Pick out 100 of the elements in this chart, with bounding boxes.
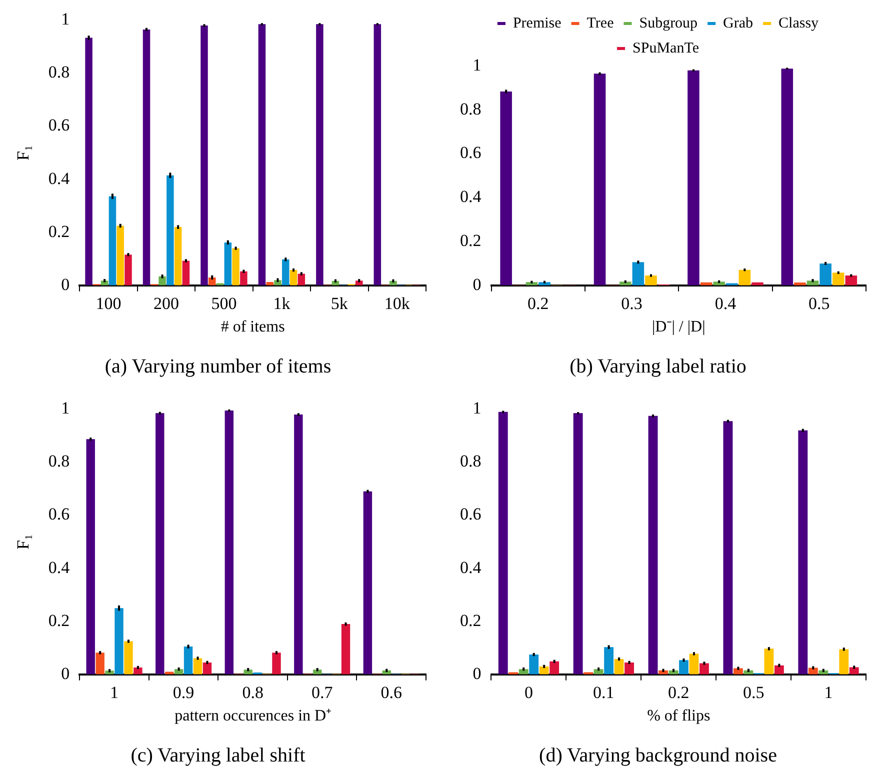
bar [688, 70, 700, 286]
x-tick-label: 0.2 [527, 294, 549, 314]
bar [700, 663, 709, 674]
y-tick-label: 0.6 [460, 504, 482, 524]
bar [290, 270, 298, 286]
y-axis-title: F₁ [14, 145, 33, 160]
bar [594, 74, 606, 286]
bar [689, 654, 699, 674]
legend-label: Classy [778, 15, 820, 32]
bar [96, 652, 104, 674]
bar [174, 227, 182, 286]
y-tick-label: 0.4 [460, 187, 482, 206]
bar [232, 248, 240, 286]
bar [648, 416, 658, 674]
bar [679, 660, 688, 674]
bar [363, 491, 372, 674]
y-tick-label: 0.8 [460, 452, 482, 471]
text: (a) Varying number of items [104, 355, 332, 378]
y-tick-label: 0.2 [460, 230, 482, 250]
bar [539, 666, 549, 674]
bar [116, 226, 124, 286]
bar [200, 26, 208, 286]
bar [645, 276, 657, 286]
bar [158, 276, 166, 286]
y-tick-label: 0.6 [48, 116, 70, 135]
y-tick-label: 0.2 [48, 222, 70, 241]
y-tick-label: 1 [61, 10, 70, 29]
bar [849, 667, 859, 674]
bar [794, 282, 806, 286]
bar [604, 647, 614, 674]
x-tick-label: 0.2 [668, 683, 690, 702]
y-tick-label: 0.8 [48, 62, 70, 82]
y-tick-label: 0.4 [460, 558, 482, 577]
bar [142, 29, 150, 286]
x-tick-label: 100 [96, 294, 122, 314]
x-tick-label: 10k [384, 294, 410, 314]
x-tick-label: 0.8 [242, 683, 264, 702]
x-tick-label: 0.9 [172, 683, 194, 702]
bar [832, 272, 844, 286]
text: (b) Varying label ratio [570, 355, 746, 378]
y-tick-label: 0.6 [460, 143, 482, 162]
y-tick-label: 0.2 [48, 610, 70, 630]
x-tick-label: 1 [824, 683, 833, 702]
bar [294, 414, 303, 674]
bar [498, 412, 508, 674]
bar [86, 439, 95, 674]
bar [839, 649, 849, 674]
bar [184, 646, 193, 674]
bar [114, 608, 124, 674]
x-axis-title: % of flips [647, 708, 710, 725]
bar [738, 270, 751, 286]
bar [341, 624, 350, 674]
bar [182, 260, 190, 286]
y-tick-label: 1 [472, 55, 482, 74]
y-axis-title: F₁ [14, 534, 33, 550]
text: (c) Varying label shift [130, 744, 306, 766]
x-tick-label: 5k [330, 294, 348, 314]
bar [224, 410, 234, 674]
bar [845, 276, 858, 286]
x-tick-label: 0 [524, 683, 533, 702]
x-tick-label: 500 [211, 294, 237, 314]
bar [208, 277, 216, 286]
bar [156, 413, 164, 674]
y-tick-label: 0 [61, 664, 70, 683]
bar [374, 24, 382, 286]
bar [266, 282, 274, 286]
x-tick-label: 0.5 [742, 683, 764, 702]
x-tick-label: 0.4 [714, 294, 737, 314]
y-tick-label: 0.4 [48, 168, 70, 188]
bar [272, 652, 281, 674]
legend-label: Tree [586, 15, 614, 32]
legend-label: SPuManTe [632, 40, 700, 56]
bar [316, 24, 324, 286]
x-axis-title: # of items [220, 318, 285, 336]
bar [500, 91, 512, 286]
bar [108, 196, 116, 286]
legend-label: Grab [723, 15, 754, 32]
y-tick-label: 1 [61, 398, 70, 418]
bar [781, 68, 794, 286]
bar [632, 262, 644, 286]
bar [298, 274, 306, 286]
bar [165, 672, 174, 674]
bar [529, 654, 539, 674]
x-tick-label: 200 [153, 294, 179, 314]
bar [820, 263, 832, 286]
x-tick-label: 0.5 [808, 294, 830, 314]
bar [614, 659, 624, 674]
bar [723, 421, 733, 674]
y-tick-label: 0.6 [48, 504, 70, 524]
y-tick-label: 0 [472, 664, 482, 683]
y-tick-label: 0.8 [460, 99, 482, 118]
x-tick-label: 1k [273, 294, 291, 314]
x-tick-label: 0.1 [593, 683, 614, 702]
bar [134, 668, 142, 674]
bar [624, 662, 634, 674]
bar [244, 670, 252, 674]
x-axis-title: |D⁻| / |D| [652, 318, 706, 336]
bar [282, 259, 290, 286]
bar [85, 38, 92, 286]
bar [193, 658, 202, 674]
